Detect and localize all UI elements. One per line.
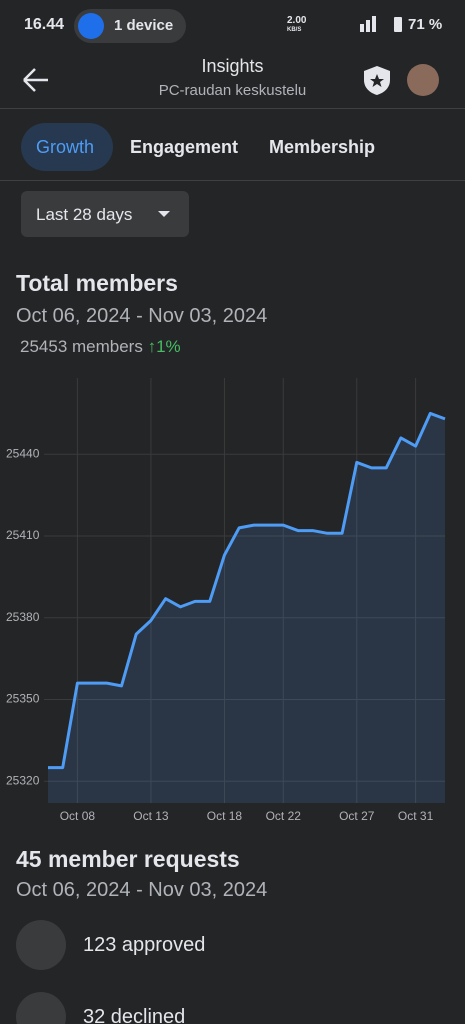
date-range: Oct 06, 2024 - Nov 03, 2024 xyxy=(16,305,268,327)
x-tick-label: Oct 31 xyxy=(398,809,434,823)
dropdown-caret xyxy=(158,211,170,217)
admin-badge[interactable] xyxy=(362,64,392,96)
member-count: 25453 members ↑1% xyxy=(20,337,181,357)
x-tick-label: Oct 08 xyxy=(60,809,96,823)
y-tick-label: 25320 xyxy=(6,773,40,787)
y-tick-label: 25350 xyxy=(6,692,40,706)
x-tick-label: Oct 13 xyxy=(133,809,169,823)
area xyxy=(48,413,445,803)
cast-label: 1 device xyxy=(114,17,174,34)
filter-label: Last 28 days xyxy=(36,205,133,224)
avatar[interactable] xyxy=(407,64,439,96)
growth-value: 1% xyxy=(156,337,181,356)
tab[interactable]: Engagement xyxy=(130,137,239,157)
chart: 25320 25350 25380 25410 25440 Oct 08 Oct 13 Oct… xyxy=(6,378,446,823)
y-tick-label: 25380 xyxy=(6,610,40,624)
cast-icon xyxy=(78,13,104,39)
tab-active-bg[interactable] xyxy=(21,123,113,171)
declined-icon xyxy=(16,992,66,1024)
x-tick-label: Oct 22 xyxy=(266,809,302,823)
tab[interactable]: Growth xyxy=(36,137,95,157)
divider xyxy=(0,180,465,181)
cast-pill[interactable]: 1 device xyxy=(74,9,186,43)
x-tick-label: Oct 27 xyxy=(339,809,375,823)
battery: 71 % xyxy=(408,16,443,33)
tab[interactable]: Membership xyxy=(269,137,376,157)
request-item: 123 approved xyxy=(83,934,206,956)
divider xyxy=(0,108,465,109)
line xyxy=(48,411,446,770)
section-title: 45 member requests xyxy=(16,846,240,872)
x-tick-label: Oct 18 xyxy=(207,809,243,823)
status-time: 16.44 xyxy=(24,16,65,33)
members: 25453 members xyxy=(20,337,143,356)
net-speed: 2.00 KB/S xyxy=(287,15,307,34)
speed: 2.00 xyxy=(287,15,307,26)
date-filter[interactable]: Last 28 days xyxy=(21,191,189,237)
status-icons xyxy=(360,16,402,32)
y-tick-label: 25410 xyxy=(6,528,40,542)
y-tick-label: 25440 xyxy=(6,446,40,460)
request-item: 32 declined xyxy=(83,1006,186,1024)
speed-unit: KB/S xyxy=(287,27,302,33)
back-button[interactable] xyxy=(20,66,52,94)
header-title: Insights xyxy=(201,56,264,76)
section-title: Total members xyxy=(16,270,178,296)
header-subtitle: PC-raudan keskustelu xyxy=(158,82,307,99)
growth: ↑1% xyxy=(142,337,181,356)
approved-icon xyxy=(16,920,66,970)
date-range: Oct 06, 2024 - Nov 03, 2024 xyxy=(16,879,268,901)
